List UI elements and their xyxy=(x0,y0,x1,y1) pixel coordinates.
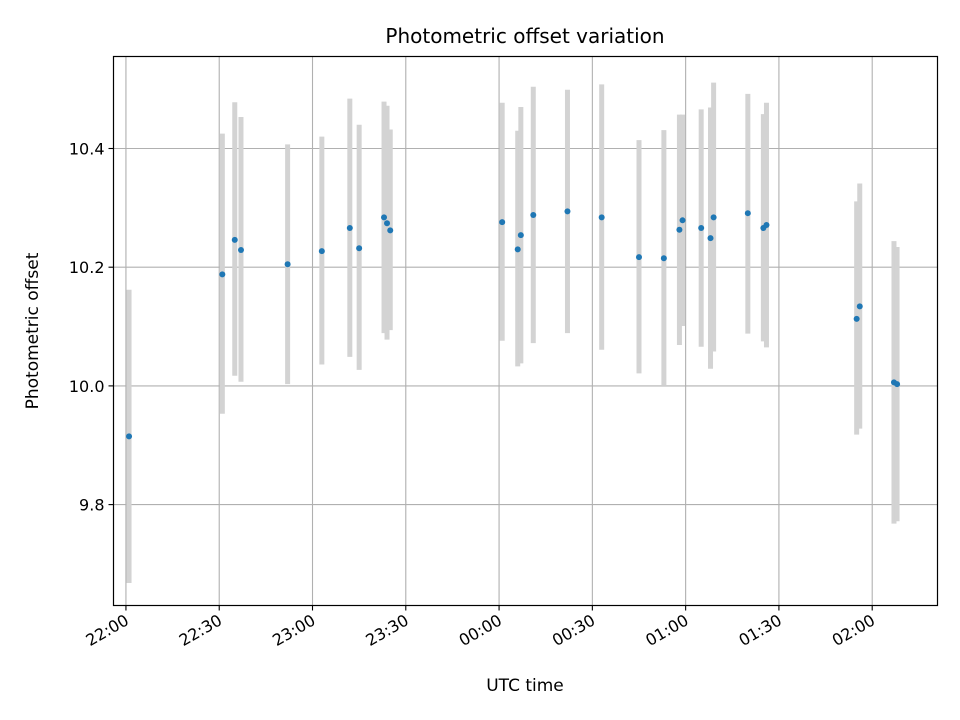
data-point xyxy=(381,214,388,221)
plot-frame xyxy=(112,55,939,607)
y-axis: 9.8 10.0 10.2 10.4 xyxy=(69,139,114,515)
data-point xyxy=(698,225,705,232)
data-point xyxy=(763,222,770,229)
data-point xyxy=(219,271,226,278)
data-point xyxy=(499,219,506,226)
data-point xyxy=(384,220,391,227)
data-point xyxy=(387,227,394,234)
y-tick-label: 10.0 xyxy=(69,377,105,396)
data-point xyxy=(676,226,683,233)
data-points xyxy=(126,208,901,440)
data-point xyxy=(598,214,605,221)
y-axis-label: Photometric offset xyxy=(23,252,43,409)
data-point xyxy=(356,245,363,252)
y-tick-label: 9.8 xyxy=(79,496,104,515)
data-point xyxy=(707,235,714,242)
x-axis-label: UTC time xyxy=(486,676,564,696)
data-point xyxy=(284,261,291,268)
data-point xyxy=(237,246,244,253)
data-point xyxy=(744,210,751,217)
data-point xyxy=(517,232,524,239)
data-point xyxy=(126,433,133,440)
data-point xyxy=(679,217,686,224)
chart-title: Photometric offset variation xyxy=(385,24,664,48)
data-point xyxy=(710,214,717,221)
data-point xyxy=(564,208,571,215)
data-point xyxy=(660,255,667,262)
data-point xyxy=(514,246,521,253)
data-point xyxy=(231,236,238,243)
data-point xyxy=(635,254,642,261)
y-tick-label: 10.2 xyxy=(69,258,105,277)
data-point xyxy=(894,381,901,388)
data-point xyxy=(853,315,860,322)
data-point xyxy=(530,211,537,218)
grid-lines xyxy=(113,56,938,606)
y-tick-label: 10.4 xyxy=(69,139,105,158)
data-point xyxy=(318,248,325,255)
data-point xyxy=(856,303,863,310)
data-point xyxy=(346,225,353,232)
